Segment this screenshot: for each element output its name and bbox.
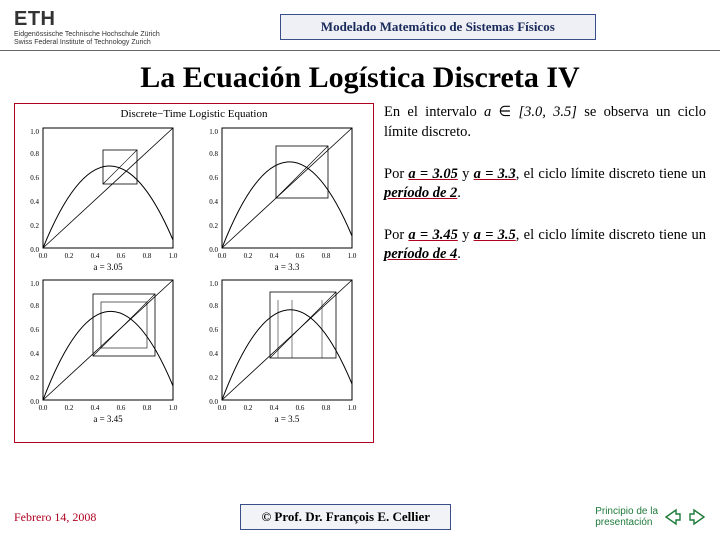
svg-text:0.2: 0.2 bbox=[30, 222, 39, 230]
page-title: La Ecuación Logística Discreta IV bbox=[0, 61, 720, 95]
header: ETH Eidgenössische Technische Hochschule… bbox=[0, 0, 720, 51]
svg-text:1.0: 1.0 bbox=[209, 280, 218, 288]
svg-text:0.6: 0.6 bbox=[209, 326, 218, 334]
svg-text:0.0: 0.0 bbox=[218, 252, 227, 260]
prev-arrow-icon[interactable] bbox=[664, 508, 682, 526]
svg-text:0.8: 0.8 bbox=[322, 404, 331, 412]
course-title-box: Modelado Matemático de Sistemas Físicos bbox=[280, 14, 596, 40]
svg-text:0.4: 0.4 bbox=[209, 198, 218, 206]
svg-text:0.6: 0.6 bbox=[296, 404, 305, 412]
panel-2-label: a = 3.3 bbox=[275, 262, 300, 272]
author-box: © Prof. Dr. François E. Cellier bbox=[240, 504, 451, 530]
course-title: Modelado Matemático de Sistemas Físicos bbox=[321, 19, 555, 34]
svg-text:0.8: 0.8 bbox=[322, 252, 331, 260]
svg-text:0.0: 0.0 bbox=[39, 404, 48, 412]
panel-1: 0.00.2 0.40.6 0.81.0 0.00.2 0.40.6 0.81.… bbox=[17, 122, 189, 272]
figure-title: Discrete−Time Logistic Equation bbox=[17, 108, 371, 120]
svg-text:0.2: 0.2 bbox=[209, 222, 218, 230]
svg-text:1.0: 1.0 bbox=[169, 252, 178, 260]
svg-text:0.2: 0.2 bbox=[65, 252, 74, 260]
svg-text:0.2: 0.2 bbox=[65, 404, 74, 412]
paragraph-2: Por a = 3.05 y a = 3.3, el ciclo límite … bbox=[384, 165, 706, 204]
svg-text:0.6: 0.6 bbox=[30, 174, 39, 182]
svg-text:0.4: 0.4 bbox=[91, 404, 100, 412]
svg-text:0.8: 0.8 bbox=[30, 302, 39, 310]
panel-4-label: a = 3.5 bbox=[275, 414, 300, 424]
svg-text:1.0: 1.0 bbox=[348, 404, 357, 412]
svg-text:0.8: 0.8 bbox=[143, 252, 152, 260]
svg-text:0.0: 0.0 bbox=[39, 252, 48, 260]
svg-text:0.8: 0.8 bbox=[209, 150, 218, 158]
svg-text:0.6: 0.6 bbox=[117, 404, 126, 412]
panel-2: 0.00.2 0.40.6 0.81.0 0.00.2 0.40.6 0.81.… bbox=[196, 122, 368, 272]
svg-text:0.0: 0.0 bbox=[218, 404, 227, 412]
svg-text:0.8: 0.8 bbox=[30, 150, 39, 158]
svg-text:0.4: 0.4 bbox=[30, 350, 39, 358]
eth-logo-block: ETH Eidgenössische Technische Hochschule… bbox=[14, 8, 160, 46]
svg-text:0.2: 0.2 bbox=[30, 374, 39, 382]
svg-text:0.2: 0.2 bbox=[209, 374, 218, 382]
panel-4: 0.00.2 0.40.6 0.81.0 0.00.2 0.40.6 0.81.… bbox=[196, 274, 368, 424]
eth-sub1: Eidgenössische Technische Hochschule Zür… bbox=[14, 31, 160, 39]
svg-text:0.6: 0.6 bbox=[209, 174, 218, 182]
svg-text:0.6: 0.6 bbox=[117, 252, 126, 260]
footer: Febrero 14, 2008 © Prof. Dr. François E.… bbox=[0, 504, 720, 530]
svg-text:0.4: 0.4 bbox=[270, 252, 279, 260]
svg-text:1.0: 1.0 bbox=[348, 252, 357, 260]
content: Discrete−Time Logistic Equation 0.0 0.2 0… bbox=[0, 103, 720, 443]
figure-box: Discrete−Time Logistic Equation 0.0 0.2 0… bbox=[14, 103, 374, 443]
nav-text: Principio de la presentación bbox=[595, 506, 658, 528]
paragraph-3: Por a = 3.45 y a = 3.5, el ciclo límite … bbox=[384, 226, 706, 265]
svg-text:0.4: 0.4 bbox=[91, 252, 100, 260]
svg-text:0.4: 0.4 bbox=[209, 350, 218, 358]
svg-text:1.0: 1.0 bbox=[30, 280, 39, 288]
svg-text:0.8: 0.8 bbox=[209, 302, 218, 310]
figure-grid: 0.0 0.2 0.4 0.6 0.8 1.0 0.0 0.2 0.4 0.6 0.8 1.… bbox=[17, 122, 371, 424]
author-text: © Prof. Dr. François E. Cellier bbox=[261, 509, 430, 524]
nav-block[interactable]: Principio de la presentación bbox=[595, 506, 706, 528]
svg-text:0.4: 0.4 bbox=[30, 198, 39, 206]
eth-sub2: Swiss Federal Institute of Technology Zu… bbox=[14, 39, 160, 47]
svg-text:0.6: 0.6 bbox=[296, 252, 305, 260]
svg-text:0.2: 0.2 bbox=[244, 252, 253, 260]
panel-3-label: a = 3.45 bbox=[93, 414, 123, 424]
next-arrow-icon[interactable] bbox=[688, 508, 706, 526]
eth-logo: ETH bbox=[14, 8, 160, 31]
panel-3: 0.00.2 0.40.6 0.81.0 0.00.2 0.40.6 0.81.… bbox=[17, 274, 189, 424]
svg-text:0.2: 0.2 bbox=[244, 404, 253, 412]
svg-text:1.0: 1.0 bbox=[209, 128, 218, 136]
text-column: En el intervalo a ∈ [3.0, 3.5] se observ… bbox=[384, 103, 706, 443]
svg-text:1.0: 1.0 bbox=[169, 404, 178, 412]
paragraph-1: En el intervalo a ∈ [3.0, 3.5] se observ… bbox=[384, 103, 706, 142]
svg-text:0.6: 0.6 bbox=[30, 326, 39, 334]
svg-text:0.4: 0.4 bbox=[270, 404, 279, 412]
footer-date: Febrero 14, 2008 bbox=[14, 510, 96, 525]
panel-1-label: a = 3.05 bbox=[93, 262, 123, 272]
svg-text:1.0: 1.0 bbox=[30, 128, 39, 136]
svg-text:0.8: 0.8 bbox=[143, 404, 152, 412]
